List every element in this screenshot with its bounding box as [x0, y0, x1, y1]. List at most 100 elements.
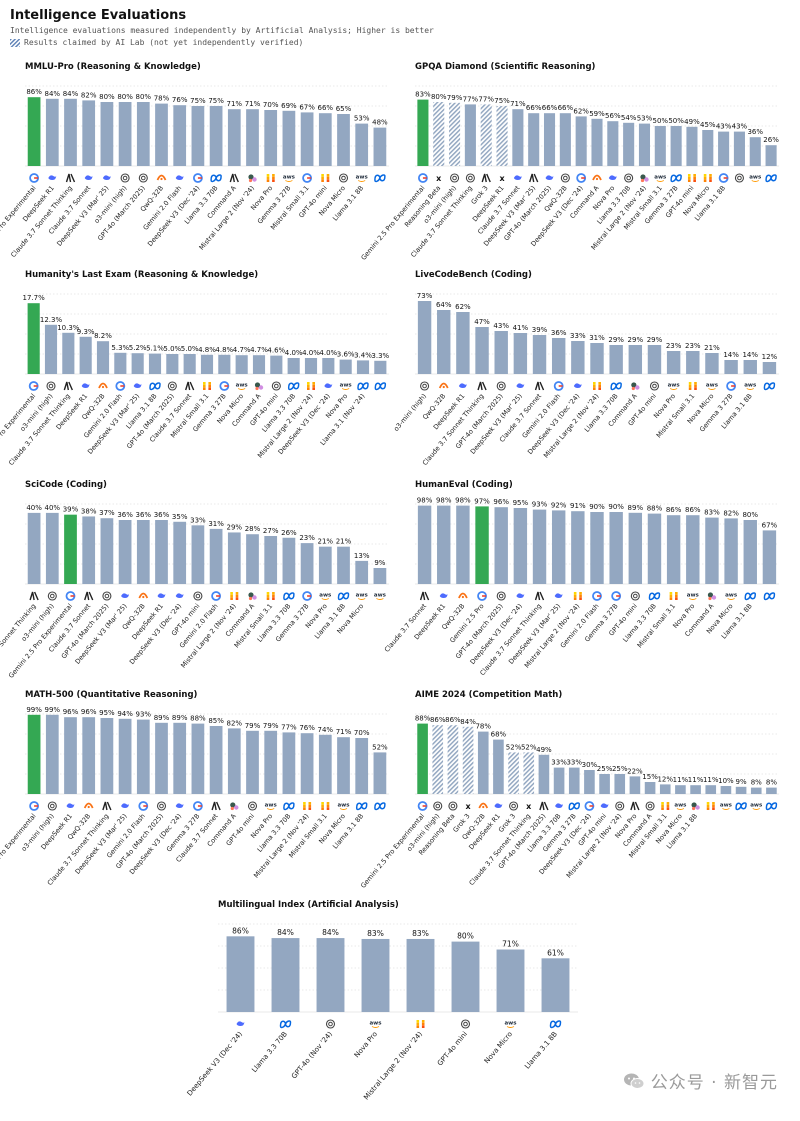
amazon-logo-icon: aws [236, 383, 248, 390]
openai-logo-icon [496, 591, 506, 601]
anthropic-logo-icon [534, 591, 545, 601]
bar [449, 102, 461, 166]
legend: Results claimed by AI Lab (not yet indep… [10, 38, 790, 47]
data-label: 3.3% [371, 352, 389, 360]
data-label: 29% [608, 336, 624, 344]
bar [300, 733, 314, 794]
bar [417, 505, 432, 584]
data-label: 80% [742, 511, 758, 519]
openai-logo-icon [247, 801, 258, 811]
bar [750, 787, 762, 794]
data-label: 89% [154, 714, 170, 722]
bar [209, 106, 223, 166]
meta-logo-icon [670, 174, 682, 183]
anthropic-logo-icon [534, 381, 545, 391]
svg-text:aws: aws [504, 1021, 517, 1027]
meta-logo-icon [279, 1020, 292, 1029]
openai-logo-icon [649, 381, 660, 391]
data-label: 10% [718, 777, 734, 785]
data-label: 10.3% [57, 324, 80, 332]
qwen-logo-icon [592, 174, 602, 181]
data-label: 21% [704, 344, 720, 352]
data-label: 9% [736, 778, 747, 786]
openai-logo-icon [460, 1019, 471, 1029]
amazon-logo-icon: aws [356, 175, 368, 182]
data-label: 66% [318, 104, 334, 112]
bar [131, 353, 144, 374]
mistral-logo-icon [321, 802, 330, 810]
bar [417, 99, 429, 166]
bar [496, 106, 508, 166]
svg-text:aws: aws [369, 1021, 382, 1027]
data-label: 4.8% [198, 346, 216, 354]
google-logo-icon [29, 173, 40, 183]
amazon-logo-icon: aws [654, 175, 667, 182]
mistral-logo-icon [669, 592, 678, 600]
bar [118, 102, 132, 166]
data-label: 71% [510, 100, 526, 108]
data-label: 39% [63, 506, 79, 514]
data-label: 25% [597, 765, 613, 773]
meta-logo-icon [765, 802, 778, 811]
deepseek-logo-icon [494, 803, 503, 808]
meta-logo-icon [374, 174, 386, 183]
bar [590, 343, 604, 374]
svg-text:aws: aws [356, 593, 369, 599]
data-label: 43% [732, 123, 748, 131]
openai-logo-icon [167, 381, 177, 391]
bar [45, 98, 59, 166]
bar [246, 534, 259, 584]
data-label: 9.3% [77, 328, 95, 336]
cohere-logo-icon [230, 802, 239, 811]
xai-logo-icon: x [526, 802, 532, 811]
data-label: 4.0% [319, 349, 337, 357]
data-label: 73% [417, 292, 433, 300]
bar [356, 360, 370, 374]
bar [437, 505, 451, 584]
data-label: 74% [318, 726, 334, 734]
bar [590, 512, 604, 584]
deepseek-logo-icon [84, 175, 93, 180]
data-label: 47% [474, 318, 490, 326]
amazon-logo-icon: aws [687, 593, 700, 600]
bar [575, 116, 587, 166]
data-label: 97% [474, 497, 490, 505]
svg-text:aws: aws [319, 593, 332, 599]
data-label: 80% [136, 93, 152, 101]
bar [654, 126, 666, 166]
bar [361, 938, 390, 1012]
bar [209, 528, 223, 584]
bar [318, 113, 332, 166]
data-label: 26% [281, 529, 297, 537]
google-logo-icon [418, 173, 428, 183]
data-label: 86% [445, 716, 461, 724]
bar [355, 560, 369, 584]
bar [252, 355, 266, 374]
data-label: 85% [208, 717, 224, 725]
data-label: 83% [704, 509, 720, 517]
bar [705, 353, 719, 374]
data-label: 83% [412, 929, 429, 938]
data-label: 50% [653, 117, 669, 125]
chart-mmlu-pro: 86%Gemini 2.5 Pro Experimental84%DeepSee… [0, 85, 389, 262]
anthropic-logo-icon [529, 173, 539, 183]
data-label: 99% [45, 706, 61, 714]
data-label: 23% [666, 342, 682, 350]
bar [735, 786, 747, 794]
openai-logo-icon [120, 173, 130, 183]
chart-gpqa-diamond: 83%Gemini 2.5 Pro Experimental80%xReason… [359, 85, 779, 262]
data-label: 36% [117, 511, 133, 519]
bar [724, 518, 738, 584]
xai-logo-icon: x [436, 174, 442, 183]
data-label: 79% [245, 722, 261, 730]
deepseek-logo-icon [513, 175, 522, 180]
amazon-logo-icon: aws [674, 803, 687, 810]
data-label: 90% [589, 503, 605, 511]
chart-title: SciCode (Coding) [25, 480, 107, 490]
bar [264, 536, 278, 584]
data-label: 82% [81, 91, 97, 99]
bar [173, 105, 187, 166]
bar [166, 354, 179, 374]
bar [743, 520, 757, 584]
meta-logo-icon [283, 592, 295, 601]
